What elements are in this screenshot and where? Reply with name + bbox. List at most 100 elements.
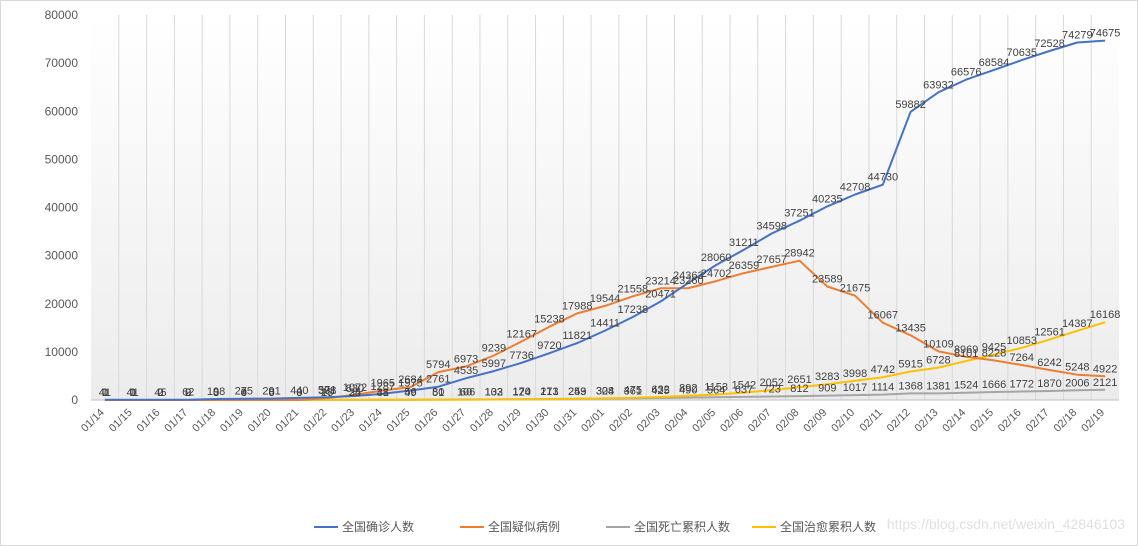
data-label: 63932 [923, 79, 954, 91]
data-label: 637 [735, 384, 753, 396]
data-label: 3 [213, 387, 219, 399]
data-label: 0 [185, 387, 191, 399]
data-label: 2 [157, 387, 163, 399]
data-label: 0 [269, 387, 275, 399]
data-label: 38 [377, 387, 389, 399]
data-label: 124 [512, 386, 530, 398]
data-label: 304 [596, 386, 614, 398]
data-label: 2 [185, 387, 191, 399]
data-label: 243 [568, 386, 586, 398]
x-tick-label: 01/18 [190, 407, 218, 435]
data-label: 6242 [1037, 357, 1061, 369]
y-tick-label: 40000 [45, 201, 79, 215]
data-label: 17238 [617, 304, 648, 316]
data-label: 2006 [1065, 377, 1089, 389]
x-tick-label: 02/15 [968, 407, 996, 435]
data-label: 26359 [729, 260, 760, 272]
data-label: 440 [290, 385, 308, 397]
y-axis: 0 10000 20000 30000 40000 50000 60000 70000 8000… [45, 8, 79, 407]
data-label: 40235 [812, 193, 843, 205]
data-label: 425 [651, 385, 669, 397]
data-label: 0 [296, 387, 302, 399]
series-line [104, 259, 1106, 401]
data-label: 1772 [1010, 378, 1034, 390]
data-label: 1542 [732, 380, 756, 392]
x-tick-label: 01/16 [135, 407, 163, 435]
x-tick-label: 01/30 [524, 407, 552, 435]
data-label: 0 [213, 387, 219, 399]
x-tick-label: 02/16 [996, 407, 1024, 435]
data-label: 14411 [590, 318, 620, 330]
data-label: 1153 [704, 381, 728, 393]
y-tick-label: 70000 [45, 56, 79, 70]
x-tick-label: 01/17 [162, 407, 190, 435]
x-tick-label: 02/14 [940, 407, 968, 435]
data-label: 5915 [898, 359, 922, 371]
series-line [104, 39, 1106, 401]
x-tick-label: 02/06 [718, 407, 746, 435]
data-label: 66576 [951, 67, 982, 79]
data-label: 23260 [673, 275, 704, 287]
data-label: 170 [512, 386, 530, 398]
data-label: 3283 [815, 371, 839, 383]
data-label: 1666 [982, 379, 1006, 391]
data-label: 0 [296, 387, 302, 399]
data-label: 275 [235, 386, 253, 398]
data-label: 3998 [843, 368, 867, 380]
data-label: 23589 [812, 273, 843, 285]
data-label: 49 [404, 387, 416, 399]
data-label: 24702 [701, 268, 732, 280]
x-tick-label: 02/13 [913, 407, 941, 435]
data-label: 490 [679, 385, 697, 397]
data-label: 1 [130, 387, 136, 399]
data-label: 9239 [482, 343, 506, 355]
data-label: 132 [485, 386, 503, 398]
data-label: 2052 [759, 377, 783, 389]
x-tick-label: 01/28 [468, 407, 496, 435]
data-label: 25 [349, 387, 361, 399]
data-label: 1368 [898, 380, 922, 392]
data-label: 571 [318, 384, 336, 396]
data-label: 0 [213, 387, 219, 399]
data-label: 8969 [954, 344, 978, 356]
x-tick-label: 01/26 [412, 407, 440, 435]
y-tick-label: 80000 [45, 8, 79, 22]
data-label: 812 [790, 383, 808, 395]
plot-area [91, 15, 1119, 400]
x-tick-label: 02/09 [801, 407, 829, 435]
data-label: 1381 [926, 380, 950, 392]
x-tick-label: 02/19 [1079, 407, 1107, 435]
data-label: 632 [651, 384, 669, 396]
x-tick-label: 02/08 [774, 407, 802, 435]
x-tick-label: 01/22 [301, 407, 329, 435]
data-label: 4742 [871, 364, 895, 376]
data-label: 21675 [840, 283, 871, 295]
data-label: 723 [763, 384, 781, 396]
data-label: 21558 [617, 283, 648, 295]
x-tick-label: 01/19 [218, 407, 246, 435]
data-label: 2651 [787, 374, 811, 386]
data-label: 5794 [426, 359, 450, 371]
x-tick-label: 02/07 [746, 407, 774, 435]
x-tick-label: 02/02 [607, 407, 635, 435]
data-label: 7264 [1010, 352, 1034, 364]
data-label: 27657 [756, 254, 787, 266]
data-label: 8228 [982, 347, 1006, 359]
data-label: 5248 [1065, 362, 1089, 374]
x-tick-label: 01/24 [357, 407, 385, 435]
data-label: 0 [130, 387, 136, 399]
data-label: 17988 [562, 300, 593, 312]
x-axis: 01/14 01/15 01/16 01/17 01/18 01/19 01/20 01/21… [79, 399, 1119, 435]
x-tick-label: 01/31 [551, 407, 579, 435]
data-label: 106 [457, 386, 475, 398]
x-tick-label: 01/20 [246, 407, 274, 435]
series-lines [104, 39, 1106, 401]
data-label: 7736 [509, 350, 533, 362]
data-label: 59882 [895, 99, 926, 111]
data-label: 1524 [954, 380, 978, 392]
x-tick-label: 01/27 [440, 407, 468, 435]
data-label: 24363 [673, 270, 704, 282]
legend-label: 全国疑似病例 [488, 519, 560, 534]
watermark-text: https://blog.csdn.net/weixin_42846103 [886, 516, 1125, 532]
data-label: 80 [432, 387, 444, 399]
